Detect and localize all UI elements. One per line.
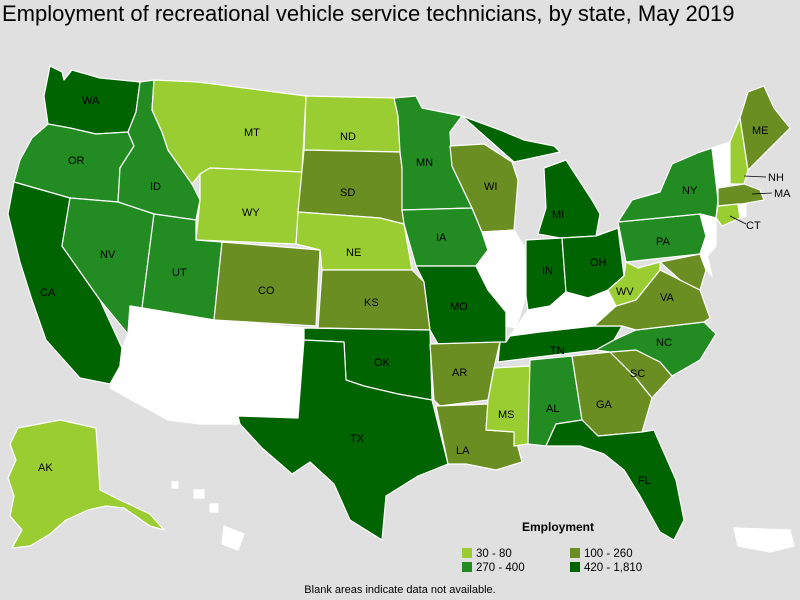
state-nh[interactable] [729,117,749,185]
label-ma: MA [774,188,791,200]
label-id: ID [150,181,161,193]
label-al: AL [546,403,559,415]
label-tx: TX [350,433,365,445]
state-nm[interactable] [199,319,305,425]
state-nd[interactable] [303,95,401,153]
label-fl: FL [638,475,651,487]
label-ca: CA [40,287,56,299]
label-nh: NH [768,172,784,184]
state-nc[interactable] [595,321,717,377]
label-nd: ND [340,131,356,143]
label-ak: AK [38,462,53,474]
label-nv: NV [100,249,116,261]
label-me: ME [752,125,769,137]
label-ne: NE [346,247,361,259]
legend-label-1: 30 - 80 [476,548,512,560]
legend-title: Employment [522,520,595,534]
leader-line-ma [751,192,773,195]
state-ak[interactable] [7,419,165,549]
state-ri[interactable] [737,203,747,219]
state-me[interactable] [739,85,791,171]
label-ar: AR [452,367,467,379]
legend-swatch-4 [570,562,580,572]
state-ny[interactable] [617,147,719,223]
label-va: VA [660,292,675,304]
state-fl[interactable] [545,419,685,541]
label-wy: WY [242,207,260,219]
label-mn: MN [416,157,433,169]
label-nc: NC [656,337,672,349]
state-hi[interactable] [171,481,245,551]
label-sd: SD [340,187,355,199]
label-pa: PA [656,236,671,248]
leader-line-nh [743,175,767,178]
legend-item-1: 30 - 80 [462,548,512,560]
label-co: CO [258,285,275,297]
state-ma[interactable] [717,183,765,207]
label-ct: CT [746,220,761,232]
legend-item-2: 100 - 260 [570,548,633,560]
label-ga: GA [596,399,613,411]
label-tn: TN [550,345,565,357]
label-mt: MT [244,127,260,139]
state-md[interactable] [659,253,707,291]
legend-item-4: 420 - 1,810 [570,562,642,574]
leader-line-ct [729,215,747,225]
label-ny: NY [682,185,698,197]
legend-label-4: 420 - 1,810 [584,562,643,574]
label-or: OR [68,155,85,167]
state-co[interactable] [213,241,321,327]
label-mo: MO [450,301,468,313]
legend-swatch-3 [462,562,472,572]
legend-item-3: 270 - 400 [462,562,525,574]
label-ms: MS [498,409,515,421]
legend-swatch-2 [570,548,580,558]
footnote: Blank areas indicate data not available. [304,584,496,596]
label-la: LA [456,445,470,457]
state-il[interactable] [475,229,527,329]
label-sc: SC [630,368,645,380]
label-oh: OH [590,257,607,269]
label-ks: KS [364,297,379,309]
state-tx[interactable] [237,339,449,541]
label-ut: UT [172,267,187,279]
legend-swatch-1 [462,548,472,558]
map-title: Employment of recreational vehicle servi… [2,1,735,26]
label-wv: WV [616,286,634,298]
label-mi: MI [552,209,564,221]
label-ia: IA [436,232,447,244]
legend-label-3: 270 - 400 [476,562,525,574]
label-wa: WA [82,95,100,107]
state-pr[interactable] [733,527,795,553]
state-ct[interactable] [715,203,741,227]
legend-label-2: 100 - 260 [584,548,633,560]
label-wi: WI [484,181,497,193]
label-ok: OK [374,357,391,369]
label-in: IN [542,265,553,277]
state-wy[interactable] [195,167,303,245]
